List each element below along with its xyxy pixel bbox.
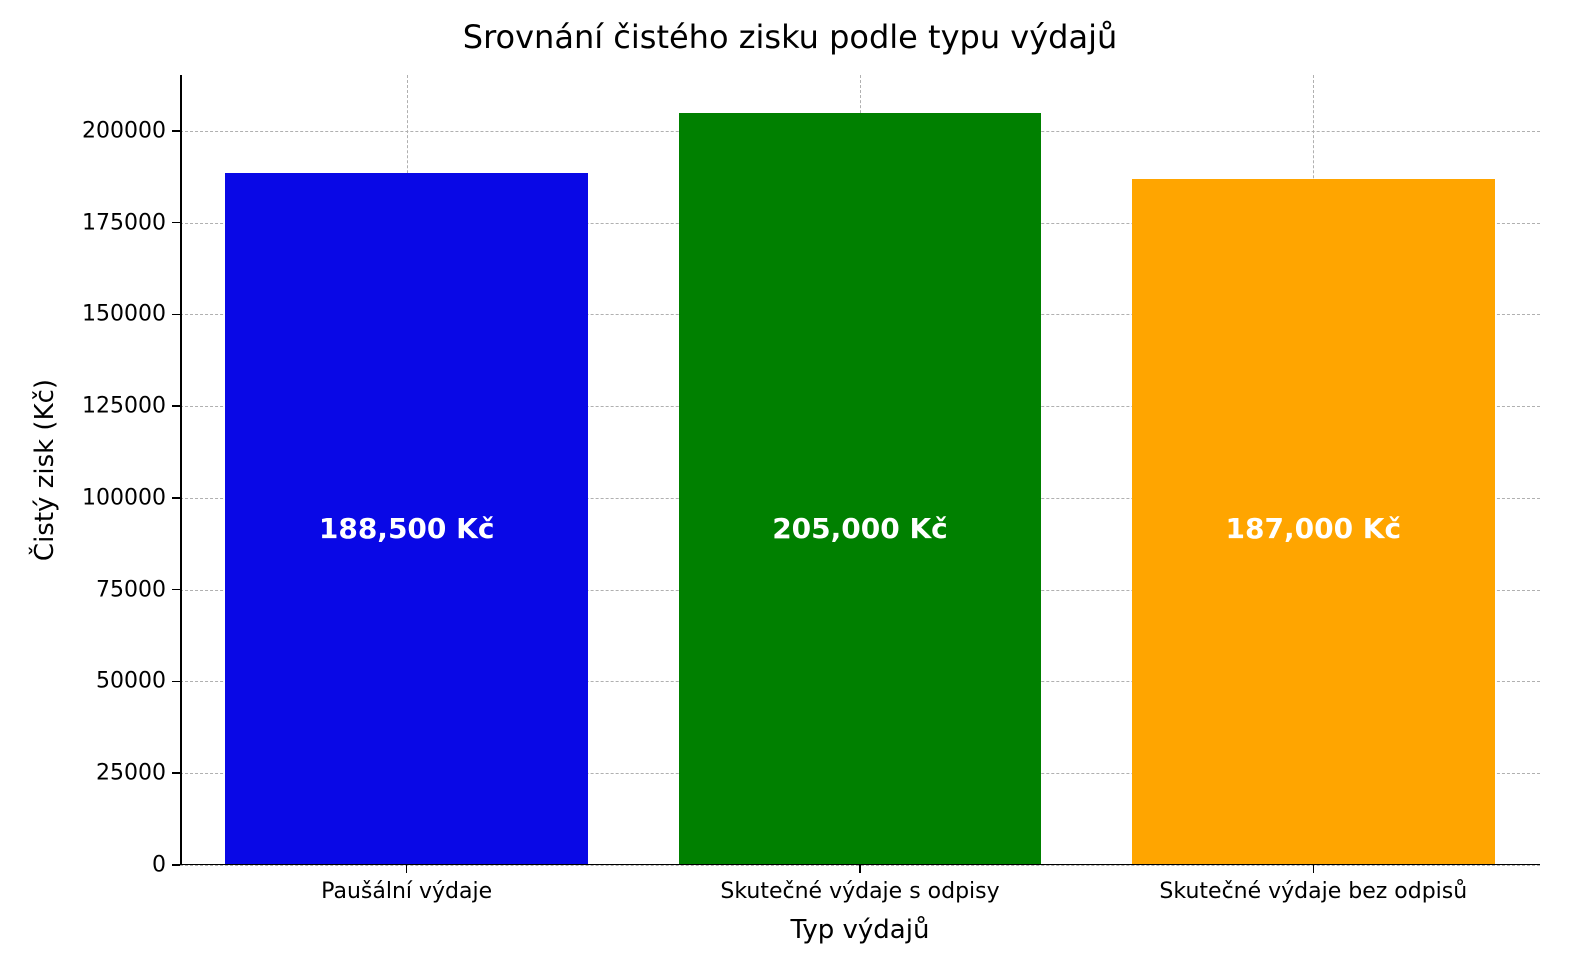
chart-title: Srovnání čistého zisku podle typu výdajů bbox=[0, 18, 1580, 56]
ytick-label: 200000 bbox=[82, 118, 166, 143]
xtick-label: Skutečné výdaje s odpisy bbox=[633, 879, 1086, 904]
ytick-mark bbox=[172, 130, 180, 132]
xtick-mark bbox=[406, 865, 408, 873]
ytick-mark bbox=[172, 864, 180, 866]
ytick-label: 0 bbox=[152, 853, 166, 878]
ytick-mark bbox=[172, 222, 180, 224]
xtick-mark bbox=[859, 865, 861, 873]
x-axis-label: Typ výdajů bbox=[180, 915, 1540, 945]
ytick-label: 100000 bbox=[82, 485, 166, 510]
bar: 188,500 Kč bbox=[225, 173, 588, 865]
bar-value-label: 187,000 Kč bbox=[1132, 512, 1495, 545]
bar: 205,000 Kč bbox=[679, 113, 1042, 865]
x-axis-spine bbox=[180, 864, 1540, 866]
ytick-label: 150000 bbox=[82, 302, 166, 327]
xtick-label: Skutečné výdaje bez odpisů bbox=[1087, 879, 1540, 904]
xtick-mark bbox=[1313, 865, 1315, 873]
y-axis-label: Čistý zisk (Kč) bbox=[30, 379, 60, 561]
ytick-label: 25000 bbox=[96, 761, 166, 786]
ytick-label: 50000 bbox=[96, 669, 166, 694]
chart-container: Srovnání čistého zisku podle typu výdajů… bbox=[0, 0, 1580, 980]
ytick-mark bbox=[172, 681, 180, 683]
ytick-mark bbox=[172, 405, 180, 407]
ytick-mark bbox=[172, 772, 180, 774]
ytick-label: 75000 bbox=[96, 577, 166, 602]
plot-area: 188,500 Kč 205,000 Kč 187,000 Kč bbox=[180, 75, 1540, 865]
bar-value-label: 188,500 Kč bbox=[225, 512, 588, 545]
ytick-label: 125000 bbox=[82, 394, 166, 419]
bar: 187,000 Kč bbox=[1132, 179, 1495, 865]
xtick-label: Paušální výdaje bbox=[180, 879, 633, 904]
ytick-mark bbox=[172, 497, 180, 499]
y-axis-spine bbox=[180, 75, 182, 865]
ytick-label: 175000 bbox=[82, 210, 166, 235]
ytick-mark bbox=[172, 314, 180, 316]
ytick-mark bbox=[172, 589, 180, 591]
bar-value-label: 205,000 Kč bbox=[679, 512, 1042, 545]
